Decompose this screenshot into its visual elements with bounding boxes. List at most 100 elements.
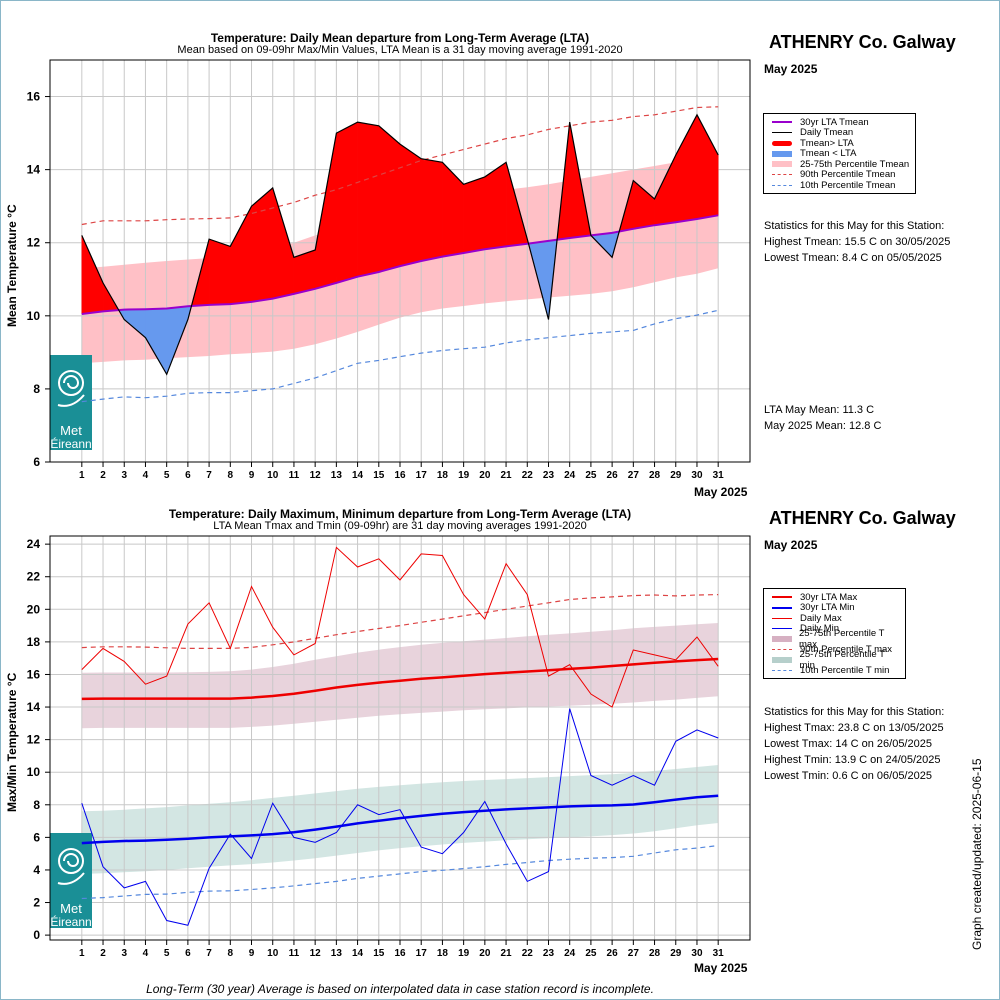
chart2-legend: 30yr LTA Max 30yr LTA Min Daily Max Dail… bbox=[763, 588, 906, 679]
x-tick-label: 2 bbox=[100, 948, 106, 959]
x-tick-label: 3 bbox=[121, 948, 127, 959]
chart1-statistics: Statistics for this May for this Station… bbox=[764, 218, 950, 266]
x-tick-label: 7 bbox=[206, 948, 212, 959]
x-tick-label: 19 bbox=[458, 470, 470, 481]
stats-line: Highest Tmin: 13.9 C on 24/05/2025 bbox=[764, 754, 941, 766]
x-tick-label: 23 bbox=[543, 948, 555, 959]
chart2-statistics: Statistics for this May for this Station… bbox=[764, 704, 944, 784]
x-tick-label: 12 bbox=[310, 470, 322, 481]
x-tick-label: 29 bbox=[670, 470, 682, 481]
legend-label: Tmean < LTA bbox=[800, 148, 857, 160]
legend-item: 30yr LTA Tmean bbox=[768, 117, 911, 128]
series-daily-max bbox=[81, 546, 719, 708]
legend-item: 10th Percentile T min bbox=[768, 665, 901, 677]
x-tick-label: 13 bbox=[331, 948, 343, 959]
x-tick-label: 30 bbox=[691, 948, 703, 959]
x-tick-label: 21 bbox=[500, 948, 512, 959]
chart1-title: Temperature: Daily Mean departure from L… bbox=[210, 31, 590, 45]
fill-above-lta bbox=[378, 125, 401, 273]
y-tick-label: 16 bbox=[27, 667, 41, 681]
x-tick-label: 23 bbox=[543, 470, 555, 481]
y-tick-label: 2 bbox=[33, 896, 40, 910]
x-tick-label: 10 bbox=[267, 470, 279, 481]
x-tick-label: 28 bbox=[649, 948, 661, 959]
series-daily-tmean bbox=[81, 113, 719, 376]
x-tick-label: 20 bbox=[479, 948, 491, 959]
x-tick-label: 25 bbox=[585, 470, 597, 481]
updated-stamp: Graph created/updated: 2025-06-15 bbox=[970, 759, 984, 951]
fill-above-lta bbox=[420, 158, 443, 262]
y-tick-label: 12 bbox=[27, 733, 41, 747]
x-tick-label: 26 bbox=[607, 948, 619, 959]
fill-above-lta bbox=[463, 176, 486, 254]
swirl-inner-icon bbox=[63, 375, 80, 389]
x-tick-label: 16 bbox=[394, 470, 406, 481]
y-tick-label: 6 bbox=[33, 455, 40, 469]
x-tick-label: 9 bbox=[249, 948, 255, 959]
x-tick-label: 29 bbox=[670, 948, 682, 959]
chart2-subtitle: LTA Mean Tmax and Tmin (09-09hr) are 31 … bbox=[213, 520, 587, 532]
legend-label: Daily Tmean bbox=[800, 127, 854, 139]
x-tick-label: 14 bbox=[352, 948, 364, 959]
x-tick-label: 2 bbox=[100, 470, 106, 481]
chart1-month-label: May 2025 bbox=[764, 62, 818, 76]
swirl-icon bbox=[58, 370, 85, 396]
stats-line: Lowest Tmin: 0.6 C on 06/05/2025 bbox=[764, 770, 932, 782]
y-tick-label: 8 bbox=[33, 798, 40, 812]
series-lta-tmean bbox=[81, 214, 719, 315]
series-daily-min bbox=[81, 708, 719, 926]
x-tick-label: 15 bbox=[373, 948, 385, 959]
legend-item: 90th Percentile Tmean bbox=[768, 169, 911, 181]
logo-text-eireann: Éireann bbox=[50, 436, 91, 451]
legend-label: 25-75th Percentile T min bbox=[799, 649, 885, 672]
x-tick-label: 18 bbox=[437, 470, 449, 481]
x-tick-label: 20 bbox=[479, 470, 491, 481]
fill-above-lta bbox=[208, 238, 231, 306]
x-tick-label: 25 bbox=[585, 948, 597, 959]
legend-item: 30yr LTA Min bbox=[768, 602, 901, 614]
y-tick-label: 10 bbox=[27, 309, 41, 323]
stats-line: Highest Tmax: 23.8 C on 13/05/2025 bbox=[764, 722, 944, 734]
x-tick-label: 12 bbox=[310, 948, 322, 959]
legend-label: Tmean> LTA bbox=[800, 137, 854, 149]
x-tick-label: 5 bbox=[164, 948, 170, 959]
x-tick-label: 14 bbox=[352, 470, 364, 481]
series-lta-max bbox=[81, 657, 719, 701]
footnote: Long-Term (30 year) Average is based on … bbox=[146, 982, 654, 996]
legend-item: Daily Max bbox=[768, 613, 901, 624]
x-tick-label: 22 bbox=[522, 948, 534, 959]
chart2-station-name: ATHENRY Co. Galway bbox=[769, 508, 956, 528]
legend-label: 10th Percentile T min bbox=[800, 665, 890, 677]
x-tick-label: 9 bbox=[249, 470, 255, 481]
legend-label: 90th Percentile Tmean bbox=[800, 169, 896, 181]
x-tick-label: 22 bbox=[522, 470, 534, 481]
y-tick-label: 24 bbox=[27, 537, 41, 551]
x-tick-label: 17 bbox=[416, 948, 428, 959]
legend-label: 30yr LTA Min bbox=[800, 602, 855, 614]
y-tick-label: 16 bbox=[27, 90, 41, 104]
chart2-x-axis-label: May 2025 bbox=[694, 961, 748, 975]
legend-label: Daily Max bbox=[800, 612, 842, 624]
x-tick-label: 26 bbox=[607, 470, 619, 481]
x-tick-label: 7 bbox=[206, 470, 212, 481]
chart1-subtitle: Mean based on 09-09hr Max/Min Values, LT… bbox=[177, 44, 623, 56]
stats-header: Statistics for this May for this Station… bbox=[764, 706, 945, 718]
legend-item: 25-75th Percentile T min bbox=[768, 649, 901, 671]
y-tick-label: 22 bbox=[27, 570, 41, 584]
x-tick-label: 15 bbox=[373, 470, 385, 481]
chart2-y-axis-label: Max/Min Temperature °C bbox=[5, 672, 19, 812]
x-tick-label: 27 bbox=[628, 948, 640, 959]
logo-text-met: Met bbox=[60, 423, 82, 438]
legend-label: 25-75th Percentile T max bbox=[799, 628, 885, 651]
lta-mean-text: LTA May Mean: 11.3 C bbox=[764, 404, 875, 416]
fill-above-lta bbox=[336, 121, 358, 284]
fill-above-lta bbox=[399, 143, 422, 267]
x-tick-label: 21 bbox=[500, 470, 512, 481]
stats-line: Highest Tmean: 15.5 C on 30/05/2025 bbox=[764, 236, 951, 248]
series-lta-min bbox=[81, 794, 719, 845]
